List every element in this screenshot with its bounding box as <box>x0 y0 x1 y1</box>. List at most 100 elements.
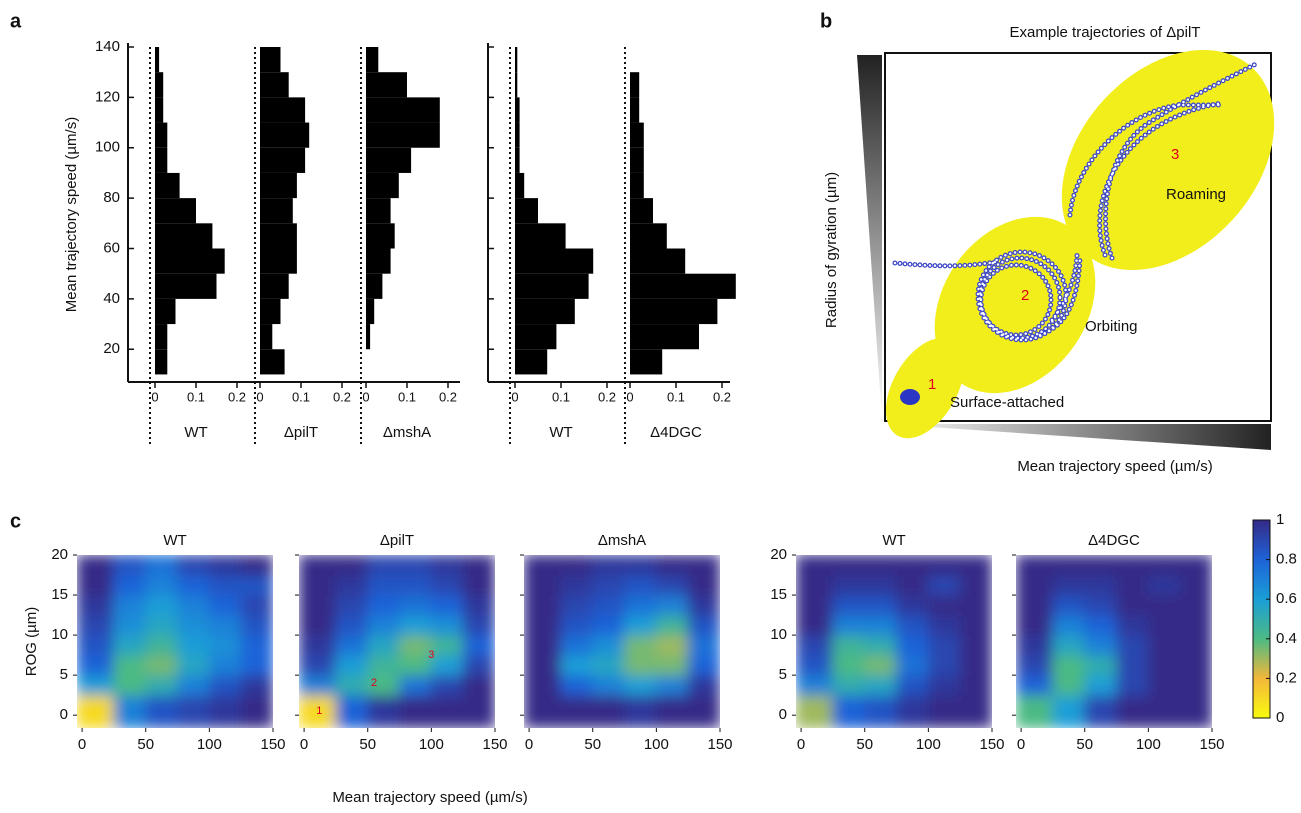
x-tick-label: 0 <box>151 389 158 404</box>
heat-cell <box>524 654 562 676</box>
bar <box>155 349 168 375</box>
heat-cell <box>927 634 961 656</box>
heat-cell <box>430 594 464 616</box>
heat-cell <box>299 694 337 728</box>
heat-cell <box>1084 634 1118 656</box>
heat-cell <box>113 614 147 636</box>
heat-cell <box>1116 694 1149 728</box>
heat-cell <box>77 634 115 656</box>
bar <box>630 298 718 325</box>
panel-label: a <box>10 10 22 32</box>
bar <box>515 248 594 274</box>
bar <box>366 324 371 350</box>
heat-cell <box>1052 634 1086 656</box>
heat-cell <box>1016 555 1054 576</box>
heat-cell <box>240 634 273 656</box>
heat-cell <box>208 634 242 656</box>
bar <box>630 349 663 375</box>
subplot-label: WT <box>184 424 207 441</box>
heat-cell <box>177 634 210 656</box>
heat-cell <box>335 555 369 576</box>
heat-cell <box>367 555 401 576</box>
heat-cell <box>1147 614 1181 636</box>
y-tick-label: 15 <box>51 586 68 603</box>
heat-cell <box>240 555 273 576</box>
y-tick-label: 20 <box>103 340 120 357</box>
heat-cell <box>240 654 273 676</box>
panel-label: b <box>820 10 832 32</box>
bar <box>260 223 297 249</box>
heat-cell <box>299 594 337 616</box>
heat-cell <box>430 654 464 676</box>
heat-cell <box>1116 555 1149 576</box>
heat-cell <box>624 694 657 728</box>
heat-cell <box>796 654 834 676</box>
heat-cell <box>1179 555 1212 576</box>
bar <box>515 122 520 148</box>
heat-cell <box>367 594 401 616</box>
subplot-title: WT <box>163 532 186 549</box>
bar <box>366 147 412 173</box>
heat-cell <box>1116 574 1149 596</box>
heat-cell <box>145 574 179 596</box>
heat-cell <box>624 614 657 636</box>
heat-cell <box>592 614 626 636</box>
attached-cluster <box>900 389 920 405</box>
heat-cell <box>299 614 337 636</box>
heat-cell <box>864 694 898 728</box>
bar <box>260 273 289 299</box>
heat-cell <box>655 674 689 696</box>
heat-cell <box>524 614 562 636</box>
heat-cell <box>624 634 657 656</box>
bar <box>260 248 297 274</box>
heat-cell <box>927 694 961 728</box>
heat-cell <box>113 555 147 576</box>
bar <box>515 198 538 224</box>
region <box>934 216 1096 394</box>
bar <box>260 198 293 224</box>
bar <box>260 349 285 375</box>
x-tick-label: 0 <box>797 736 805 753</box>
heat-cell <box>240 614 273 636</box>
heat-cell <box>624 594 657 616</box>
heat-cell <box>560 555 594 576</box>
heat-cell <box>796 594 834 616</box>
heat-cell <box>560 654 594 676</box>
heat-cell <box>927 594 961 616</box>
bar <box>366 298 375 325</box>
heat-cell <box>864 594 898 616</box>
heat-cell <box>927 674 961 696</box>
x-tick-label: 0.2 <box>439 389 457 404</box>
bar <box>260 72 289 98</box>
heat-cell <box>927 654 961 676</box>
heat-cell <box>367 614 401 636</box>
x-tick-label: 0.1 <box>552 389 570 404</box>
heat-cell <box>113 654 147 676</box>
x-tick-label: 0 <box>511 389 518 404</box>
x-tick-label: 0 <box>1017 736 1025 753</box>
gradient-wedge <box>885 424 1271 450</box>
heat-cell <box>624 674 657 696</box>
heat-cell <box>1179 634 1212 656</box>
heat-cell <box>592 694 626 728</box>
x-tick-label: 0 <box>78 736 86 753</box>
heat-cell <box>1179 674 1212 696</box>
frame <box>884 52 1272 422</box>
annotation: 1 <box>316 705 322 717</box>
x-axis-label: Mean trajectory speed (µm/s) <box>332 789 527 806</box>
heat-cell <box>77 614 115 636</box>
gradient-wedge <box>857 55 882 420</box>
heat-cell <box>335 634 369 656</box>
heat-cell <box>796 634 834 656</box>
heat-cell <box>896 654 929 676</box>
heat-cell <box>462 574 495 596</box>
y-tick-label: 40 <box>103 290 120 307</box>
heat-cell <box>430 574 464 596</box>
heat-cell <box>1147 654 1181 676</box>
heat-cell <box>462 594 495 616</box>
bar <box>155 324 168 350</box>
heat-cell <box>655 694 689 728</box>
subplot-title: ΔmshA <box>598 532 646 549</box>
heat-cell <box>208 694 242 728</box>
heat-cell <box>177 614 210 636</box>
